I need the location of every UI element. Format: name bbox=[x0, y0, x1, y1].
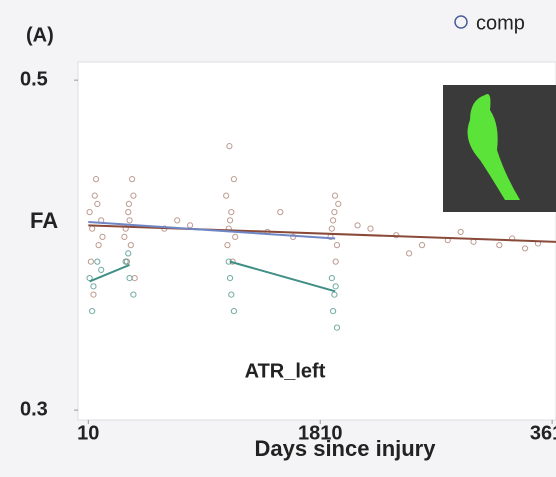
x-tick-label: 10 bbox=[77, 422, 99, 444]
x-tick-label: 3610 bbox=[530, 422, 556, 444]
y-tick-label: 0.5 bbox=[20, 68, 48, 90]
y-tick-label: 0.3 bbox=[20, 398, 48, 420]
panel-label: (A) bbox=[26, 24, 54, 46]
inset-image bbox=[443, 85, 556, 212]
annotation: ATR_left bbox=[245, 360, 326, 382]
chart: (A) FA Days since injury ATR_left comp 0… bbox=[0, 0, 556, 477]
y-axis-label: FA bbox=[30, 208, 58, 233]
x-axis-label: Days since injury bbox=[255, 436, 437, 461]
legend-label: comp bbox=[476, 12, 525, 34]
inset-background bbox=[443, 85, 556, 212]
x-tick-label: 1810 bbox=[298, 422, 343, 444]
